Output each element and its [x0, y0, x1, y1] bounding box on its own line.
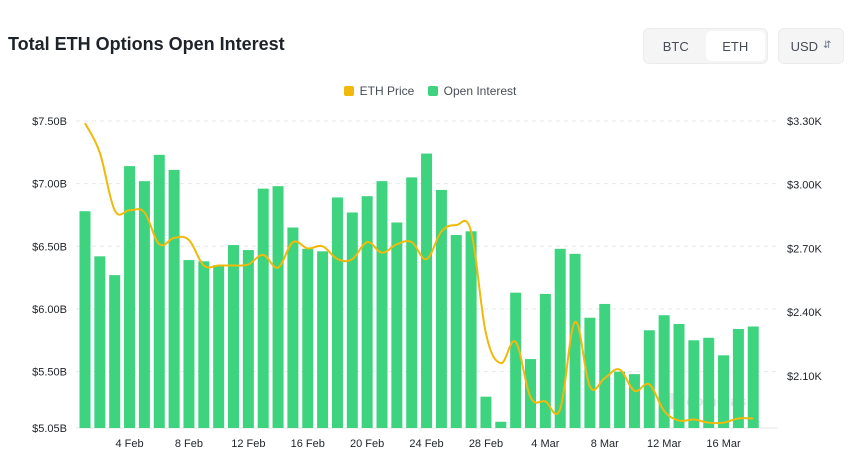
oi-bar[interactable]: [435, 189, 447, 428]
oi-bar[interactable]: [124, 166, 136, 428]
oi-bar[interactable]: [554, 248, 566, 428]
legend-swatch-eth-price: [343, 86, 354, 96]
oi-bar[interactable]: [465, 231, 477, 428]
y-right-tick-label: $2.10K: [787, 371, 823, 383]
x-tick-label: 28 Feb: [469, 438, 503, 450]
oi-bar[interactable]: [480, 396, 492, 428]
oi-bar[interactable]: [94, 256, 106, 428]
x-tick-label: 24 Feb: [409, 438, 443, 450]
x-tick-label: 4 Mar: [531, 438, 559, 450]
x-axis-labels: 4 Feb 8 Feb 12 Feb 16 Feb 20 Feb 24 Feb 28 Feb…: [115, 438, 741, 450]
oi-bar[interactable]: [495, 421, 507, 428]
y-right-tick-label: $3.00K: [787, 180, 823, 192]
oi-bar[interactable]: [539, 293, 551, 428]
currency-label: USD: [790, 38, 819, 54]
oi-bar[interactable]: [628, 374, 640, 428]
oi-bar[interactable]: [331, 197, 343, 428]
oi-bar[interactable]: [510, 292, 522, 428]
btc-tab[interactable]: BTC: [662, 38, 689, 54]
y-left-tick-label: $6.00B: [32, 304, 67, 316]
x-tick-label: 8 Feb: [175, 438, 203, 450]
x-tick-label: 20 Feb: [350, 438, 384, 450]
oi-bar[interactable]: [183, 260, 195, 428]
oi-bar[interactable]: [747, 326, 759, 428]
oi-bar[interactable]: [658, 315, 670, 428]
x-tick-label: 12 Feb: [231, 438, 265, 450]
y-right-tick-label: $2.70K: [787, 243, 823, 255]
oi-bar[interactable]: [391, 222, 403, 428]
oi-bar[interactable]: [242, 250, 254, 428]
oi-bar[interactable]: [673, 323, 685, 428]
oi-bar[interactable]: [584, 317, 596, 428]
eth-price-line[interactable]: [84, 122, 754, 425]
y-left-tick-label: $5.50B: [32, 367, 67, 379]
page-title: Total ETH Options Open Interest: [8, 34, 285, 54]
legend-swatch-open-interest: [427, 86, 438, 96]
y-left-tick-label: $6.50B: [32, 241, 67, 253]
chart-legend: ETH Price Open Interest: [0, 84, 860, 99]
x-tick-label: 16 Mar: [706, 438, 741, 450]
x-tick-label: 12 Mar: [647, 438, 682, 450]
y-left-tick-label: $7.50B: [32, 116, 67, 128]
oi-bar[interactable]: [272, 186, 284, 428]
oi-bar[interactable]: [168, 169, 180, 428]
eth-tab[interactable]: ETH: [705, 31, 765, 61]
y-left-tick-label: $5.05B: [32, 423, 67, 435]
oi-bar[interactable]: [198, 261, 210, 428]
oi-bar[interactable]: [450, 235, 462, 428]
oi-bar[interactable]: [614, 371, 626, 428]
oi-bar[interactable]: [525, 359, 536, 428]
x-tick-label: 8 Mar: [591, 438, 619, 450]
legend-label-eth-price: ETH Price: [359, 84, 415, 98]
chevron-updown-icon: ⇵: [823, 40, 832, 51]
oi-bar[interactable]: [79, 211, 91, 428]
legend-item-eth-price[interactable]: ETH Price: [343, 84, 415, 98]
x-tick-label: 4 Feb: [115, 438, 143, 450]
oi-bar[interactable]: [599, 303, 611, 428]
legend-item-open-interest[interactable]: Open Interest: [427, 84, 517, 98]
oi-bar[interactable]: [688, 340, 700, 428]
currency-select[interactable]: USD ⇵: [778, 28, 844, 64]
left-axis-labels: $5.05B $5.50B $6.00B $6.50B $7.00B $7.50B: [32, 116, 67, 435]
oi-bar[interactable]: [213, 265, 225, 428]
oi-bar[interactable]: [703, 337, 715, 428]
x-tick-label: 16 Feb: [291, 438, 325, 450]
oi-bar[interactable]: [643, 330, 655, 428]
bar-series: [79, 153, 759, 429]
oi-bar[interactable]: [287, 227, 299, 428]
legend-label-open-interest: Open Interest: [443, 84, 517, 98]
oi-bar[interactable]: [153, 154, 165, 429]
oi-bar[interactable]: [732, 329, 744, 428]
oi-bar[interactable]: [257, 188, 269, 428]
oi-bar[interactable]: [109, 275, 121, 428]
y-right-tick-label: $3.30K: [787, 116, 823, 128]
oi-bar[interactable]: [302, 248, 314, 428]
y-right-tick-label: $2.40K: [787, 307, 823, 319]
price-line-series: [84, 122, 754, 425]
oi-bar[interactable]: [376, 181, 388, 428]
oi-bar[interactable]: [346, 212, 358, 428]
oi-bar[interactable]: [421, 153, 433, 428]
y-left-tick-label: $7.00B: [32, 179, 67, 191]
asset-toggle: BTC ETH: [643, 28, 768, 64]
oi-bar[interactable]: [569, 253, 581, 428]
oi-bar[interactable]: [406, 177, 418, 428]
oi-bar[interactable]: [228, 245, 239, 428]
oi-bar[interactable]: [361, 196, 373, 428]
oi-bar[interactable]: [138, 181, 150, 428]
oi-bar[interactable]: [317, 251, 329, 428]
right-axis-labels: $2.10K $2.40K $2.70K $3.00K $3.30K: [787, 116, 823, 383]
oi-bar[interactable]: [718, 355, 730, 428]
